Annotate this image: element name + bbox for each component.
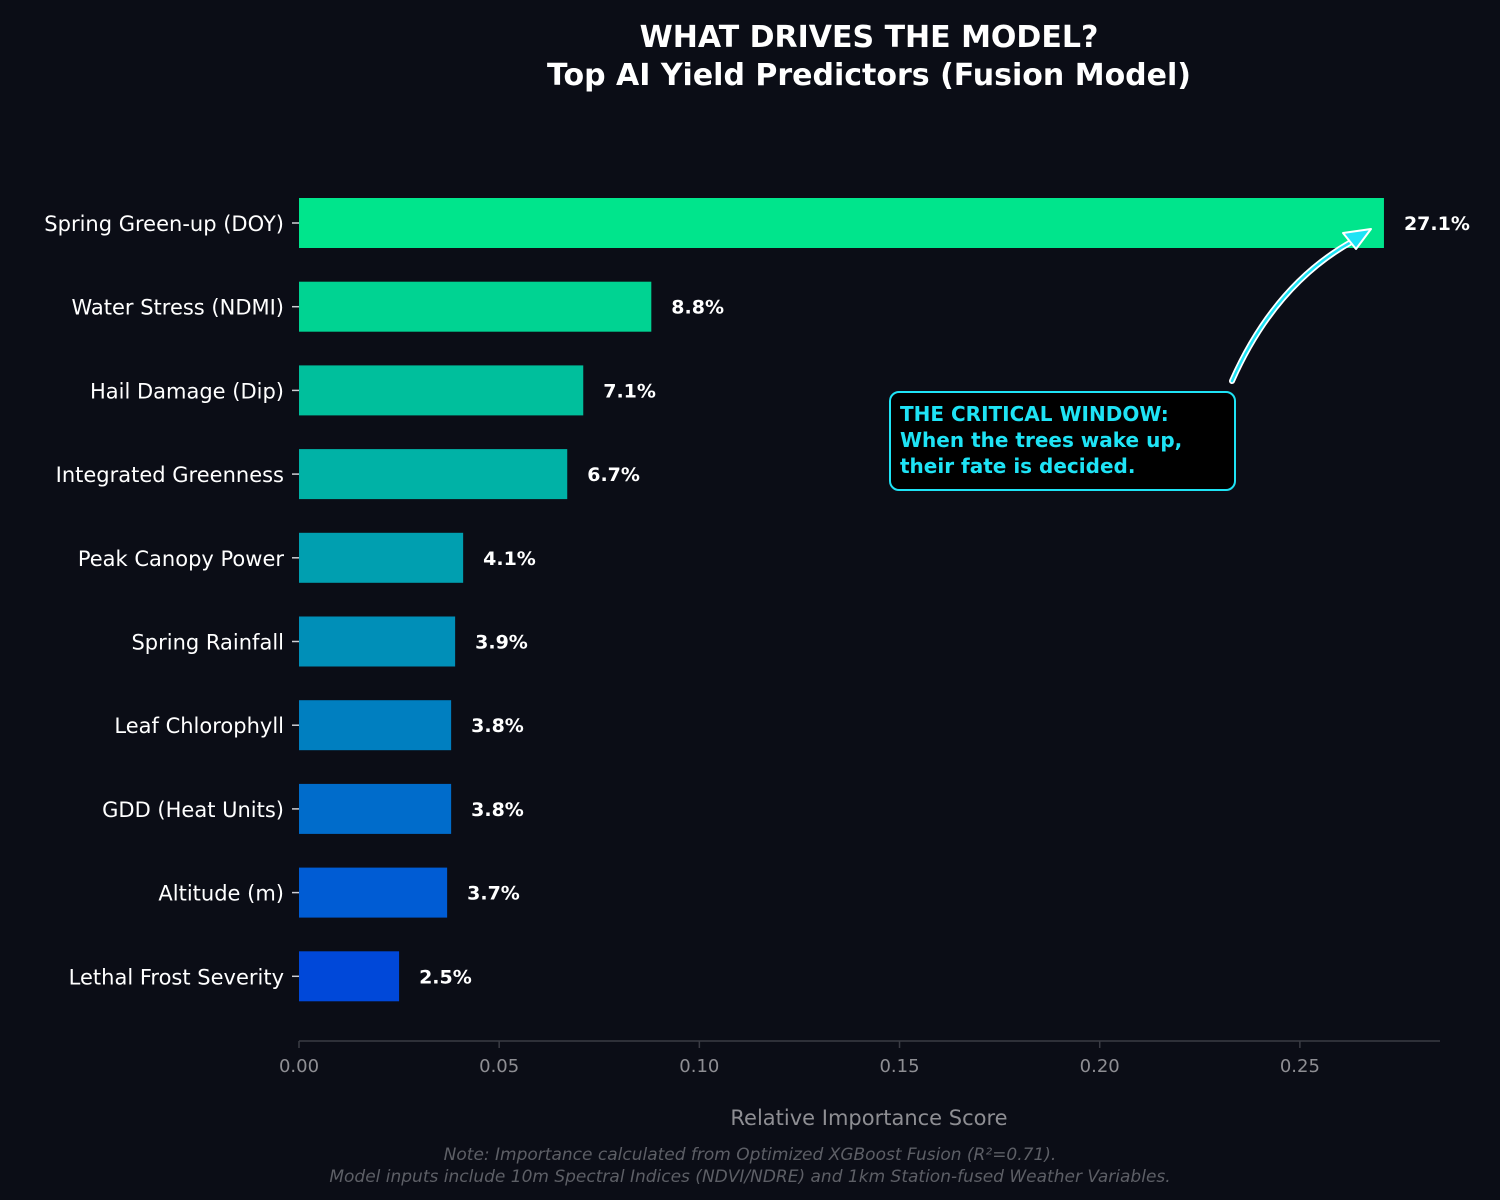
x-tick-label-4: 0.15 (879, 1056, 919, 1077)
callout-line-2: When the trees wake up, (900, 428, 1182, 452)
category-label-10: Lethal Frost Severity (69, 965, 284, 989)
title-line-2: Top AI Yield Predictors (Fusion Model) (547, 58, 1191, 93)
value-label-9: 3.7% (467, 883, 520, 905)
category-label-4: Integrated Greenness (56, 463, 284, 487)
bar-8 (299, 783, 452, 834)
callout-line-1: THE CRITICAL WINDOW: (900, 402, 1169, 426)
category-label-2: Water Stress (NDMI) (71, 296, 284, 320)
title-line-1: WHAT DRIVES THE MODEL? (640, 20, 1099, 55)
footnote-line-1: Note: Importance calculated from Optimiz… (444, 1145, 1057, 1165)
category-label-7: Leaf Chlorophyll (114, 714, 284, 738)
x-tick-label-5: 0.20 (1080, 1056, 1120, 1077)
bar-4 (299, 449, 568, 500)
bar-7 (299, 700, 452, 751)
x-tick-label-6: 0.25 (1280, 1056, 1320, 1077)
x-axis-title: Relative Importance Score (730, 1106, 1007, 1130)
footnote: Note: Importance calculated from Optimiz… (329, 1145, 1170, 1187)
callout-arrow-head (1342, 228, 1372, 250)
callout-box (889, 391, 1236, 491)
value-label-10: 2.5% (419, 966, 472, 988)
callout-line-3: their fate is decided. (900, 454, 1135, 478)
x-tick-label-1: 0.00 (279, 1056, 319, 1077)
callout-annotation: THE CRITICAL WINDOW: When the trees wake… (889, 228, 1372, 491)
value-label-3: 7.1% (603, 380, 656, 402)
value-label-8: 3.8% (471, 799, 524, 821)
x-axis: 0.00 0.05 0.10 0.15 0.20 0.25 (279, 1040, 1440, 1077)
chart-title: WHAT DRIVES THE MODEL? Top AI Yield Pred… (547, 20, 1191, 93)
bar-10 (299, 951, 400, 1002)
value-label-2: 8.8% (671, 297, 724, 319)
category-label-9: Altitude (m) (158, 882, 284, 906)
value-label-4: 6.7% (587, 464, 640, 486)
bar-2 (299, 281, 652, 332)
bar-6 (299, 616, 456, 667)
category-label-5: Peak Canopy Power (78, 547, 285, 571)
bar-3 (299, 365, 584, 416)
bar-9 (299, 867, 448, 918)
y-axis: Spring Green-up (DOY) Water Stress (NDMI)… (44, 212, 299, 989)
x-tick-label-3: 0.10 (679, 1056, 719, 1077)
value-label-1: 27.1% (1404, 213, 1470, 235)
bar-group (299, 198, 1384, 1002)
value-label-7: 3.8% (471, 715, 524, 737)
value-label-group: 27.1% 8.8% 7.1% 6.7% 4.1% 3.9% 3.8% 3.8% 3.7% 2.5… (419, 213, 1470, 988)
callout-arrow-shaft-inner (1230, 239, 1355, 383)
bar-5 (299, 532, 464, 583)
value-label-6: 3.9% (475, 632, 528, 654)
callout-arrow-shaft (1229, 238, 1356, 384)
footnote-line-2: Model inputs include 10m Spectral Indice… (329, 1167, 1170, 1187)
category-label-1: Spring Green-up (DOY) (44, 212, 284, 236)
bar-1 (299, 198, 1384, 248)
category-label-6: Spring Rainfall (131, 631, 284, 655)
category-label-3: Hail Damage (Dip) (90, 379, 284, 403)
category-label-8: GDD (Heat Units) (102, 798, 284, 822)
x-tick-label-2: 0.05 (479, 1056, 519, 1077)
value-label-5: 4.1% (483, 548, 536, 570)
